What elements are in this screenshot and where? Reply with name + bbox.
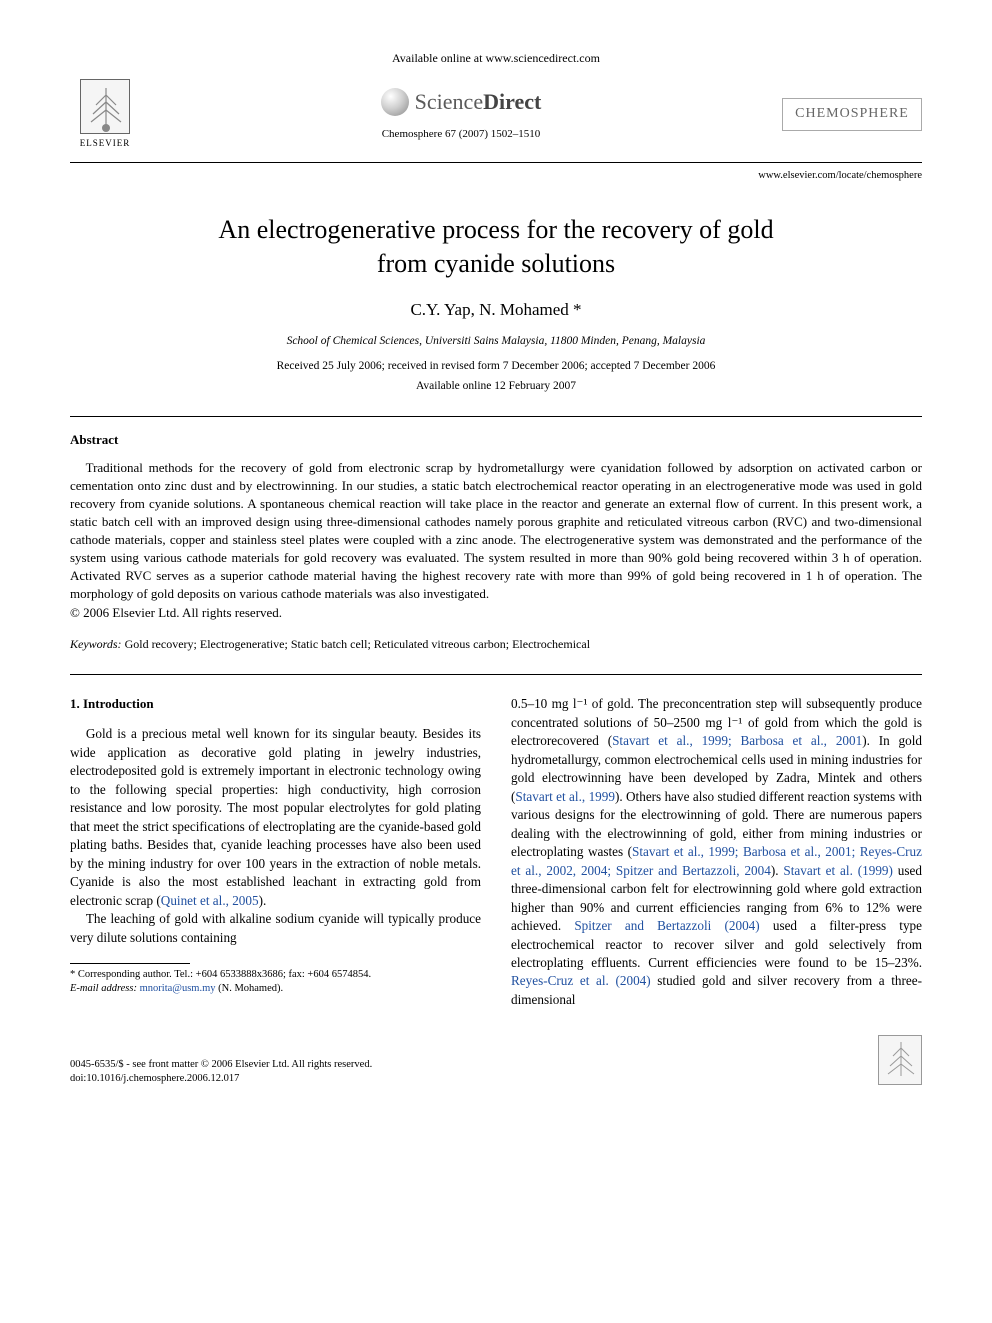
- affiliation: School of Chemical Sciences, Universiti …: [70, 334, 922, 350]
- ref-stavart-1999[interactable]: Stavart et al., 1999: [515, 789, 615, 804]
- front-matter-line: 0045-6535/$ - see front matter © 2006 El…: [70, 1058, 372, 1072]
- citation-text: Chemosphere 67 (2007) 1502–1510: [140, 127, 782, 142]
- intro-paragraph-1: Gold is a precious metal well known for …: [70, 725, 481, 910]
- authors: C.Y. Yap, N. Mohamed *: [70, 299, 922, 322]
- sciencedirect-ball-icon: [381, 88, 409, 116]
- publication-info: 0045-6535/$ - see front matter © 2006 El…: [70, 1058, 372, 1085]
- separator-bottom: [70, 674, 922, 675]
- ref-stavart-1999b[interactable]: Stavart et al. (1999): [783, 863, 893, 878]
- abstract-heading: Abstract: [70, 431, 922, 449]
- column-right: 0.5–10 mg l⁻¹ of gold. The preconcentrat…: [511, 695, 922, 1009]
- elsevier-label: ELSEVIER: [80, 137, 131, 149]
- email-address[interactable]: mnorita@usm.my: [140, 983, 216, 994]
- available-online-text: Available online at www.sciencedirect.co…: [70, 50, 922, 66]
- received-dates: Received 25 July 2006; received in revis…: [70, 359, 922, 375]
- sd-part1: Science: [415, 89, 483, 114]
- title-line2: from cyanide solutions: [377, 249, 615, 278]
- journal-name: CHEMOSPHERE: [782, 98, 922, 131]
- journal-url: www.elsevier.com/locate/chemosphere: [70, 169, 922, 183]
- email-label: E-mail address:: [70, 983, 137, 994]
- section-1-heading: 1. Introduction: [70, 695, 481, 713]
- ref-stavart-barbosa[interactable]: Stavart et al., 1999; Barbosa et al., 20…: [612, 733, 862, 748]
- separator-top: [70, 416, 922, 417]
- footnote-email-line: E-mail address: mnorita@usm.my (N. Moham…: [70, 982, 481, 996]
- keywords: Keywords: Gold recovery; Electrogenerati…: [70, 636, 922, 652]
- intro-paragraph-2: The leaching of gold with alkaline sodiu…: [70, 910, 481, 947]
- elsevier-tree-icon: [80, 79, 130, 134]
- elsevier-small-logo: [878, 1035, 922, 1085]
- abstract-body: Traditional methods for the recovery of …: [70, 459, 922, 603]
- sciencedirect-block: ScienceDirect Chemosphere 67 (2007) 1502…: [140, 87, 782, 142]
- email-tail: (N. Mohamed).: [218, 983, 283, 994]
- available-date: Available online 12 February 2007: [70, 379, 922, 395]
- ref-quinet-2005[interactable]: Quinet et al., 2005: [161, 893, 259, 908]
- ref-reyes-2004[interactable]: Reyes-Cruz et al. (2004): [511, 973, 651, 988]
- sd-part2: Direct: [483, 89, 541, 114]
- ref-spitzer-2004[interactable]: Spitzer and Bertazzoli (2004): [574, 918, 759, 933]
- sciencedirect-wordmark: ScienceDirect: [415, 87, 542, 117]
- keywords-label: Keywords:: [70, 637, 122, 651]
- title-line1: An electrogenerative process for the rec…: [218, 215, 773, 244]
- copyright-line: © 2006 Elsevier Ltd. All rights reserved…: [70, 604, 922, 622]
- footnote-corr: * Corresponding author. Tel.: +604 65338…: [70, 968, 481, 982]
- intro-paragraph-2-cont: 0.5–10 mg l⁻¹ of gold. The preconcentrat…: [511, 695, 922, 1009]
- header-row: ELSEVIER ScienceDirect Chemosphere 67 (2…: [70, 74, 922, 163]
- elsevier-logo: ELSEVIER: [70, 74, 140, 154]
- body-columns: 1. Introduction Gold is a precious metal…: [70, 695, 922, 1009]
- corresponding-author-footnote: * Corresponding author. Tel.: +604 65338…: [70, 968, 481, 995]
- article-title: An electrogenerative process for the rec…: [70, 213, 922, 281]
- footnote-separator: [70, 963, 190, 964]
- column-left: 1. Introduction Gold is a precious metal…: [70, 695, 481, 1009]
- journal-box: CHEMOSPHERE: [782, 98, 922, 131]
- footer-row: 0045-6535/$ - see front matter © 2006 El…: [70, 1035, 922, 1085]
- doi-line: doi:10.1016/j.chemosphere.2006.12.017: [70, 1072, 372, 1086]
- keywords-text: Gold recovery; Electrogenerative; Static…: [125, 637, 590, 651]
